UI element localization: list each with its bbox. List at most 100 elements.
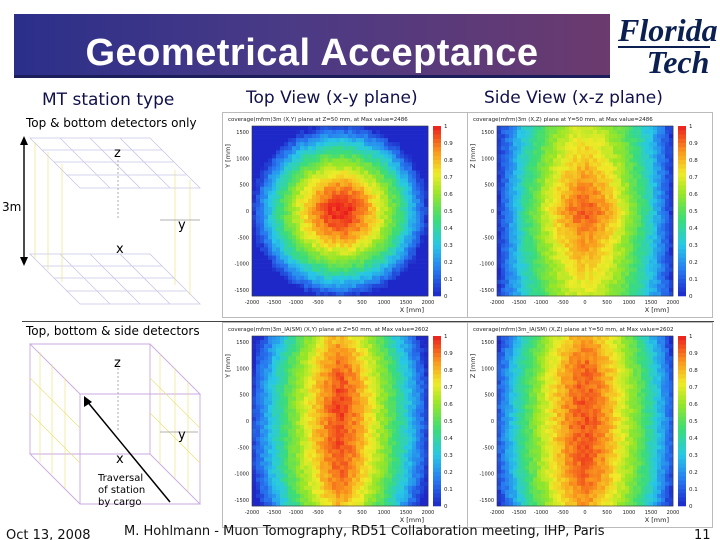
- heatmap-cell: [304, 259, 309, 264]
- heatmap-cell: [272, 186, 277, 192]
- heatmap-cell: [312, 465, 317, 470]
- heatmap-cell: [661, 251, 666, 256]
- heatmap-cell: [400, 227, 405, 232]
- heatmap-cell: [557, 251, 562, 256]
- heatmap-cell: [613, 206, 618, 212]
- heatmap-cell: [300, 134, 305, 139]
- heatmap-cell: [649, 235, 654, 240]
- heatmap-cell: [296, 251, 301, 256]
- heatmap-cell: [424, 142, 429, 147]
- heatmap-cell: [533, 182, 538, 188]
- heatmap-cell: [416, 263, 421, 268]
- heatmap-cell: [260, 190, 265, 196]
- heatmap-cell: [324, 360, 329, 365]
- heatmap-cell: [324, 481, 329, 487]
- heatmap-cell: [276, 194, 281, 200]
- heatmap-cell: [320, 445, 325, 450]
- heatmap-cell: [292, 412, 297, 418]
- heatmap-cell: [380, 138, 385, 143]
- heatmap-cell: [380, 251, 385, 256]
- heatmap-cell: [284, 429, 289, 434]
- heatmap-cell: [509, 291, 514, 297]
- heatmap-cell: [288, 202, 293, 208]
- heatmap-cell: [340, 344, 345, 349]
- heatmap-cell: [549, 291, 554, 297]
- heatmap-cell: [344, 493, 349, 499]
- heatmap-cell: [272, 146, 277, 151]
- heatmap-cell: [348, 194, 353, 200]
- heatmap-cell: [256, 489, 261, 495]
- heatmap-cell: [501, 291, 506, 297]
- traversal-arrow-head: [84, 396, 92, 407]
- heatmap-cell: [416, 275, 421, 281]
- colorbar-segment: [433, 257, 441, 263]
- heatmap-cell: [328, 142, 333, 147]
- heatmap-cell: [340, 239, 345, 244]
- heatmap-cell: [284, 198, 289, 204]
- heatmap-cell: [364, 162, 369, 167]
- heatmap-cell: [312, 170, 317, 175]
- heatmap-cell: [641, 275, 646, 281]
- heatmap-cell: [625, 263, 630, 268]
- heatmap-cell: [521, 170, 526, 175]
- heatmap-cell: [388, 186, 393, 192]
- heatmap-cell: [368, 162, 373, 167]
- heatmap-cell: [344, 194, 349, 200]
- heatmap-cell: [332, 182, 337, 188]
- heatmap-cell: [304, 251, 309, 256]
- heatmap-cell: [577, 126, 582, 131]
- heatmap-cell: [561, 275, 566, 281]
- heatmap-cell: [280, 421, 285, 426]
- heatmap-cell: [585, 178, 590, 183]
- heatmap-cell: [653, 275, 658, 281]
- heatmap-cell: [400, 202, 405, 208]
- heatmap-cell: [593, 255, 598, 260]
- heatmap-cell: [316, 158, 321, 163]
- heatmap-cell: [320, 336, 325, 341]
- heatmap-cell: [505, 178, 510, 183]
- heatmap-cell: [621, 255, 626, 260]
- heatmap-cell: [344, 485, 349, 491]
- heatmap-cell: [388, 174, 393, 179]
- heatmap-cell: [549, 271, 554, 277]
- heatmap-cell: [581, 275, 586, 281]
- heatmap-cell: [272, 489, 277, 495]
- heatmap-cell: [537, 162, 542, 167]
- heatmap-cell: [609, 166, 614, 171]
- bottom-detector-plane: [29, 253, 201, 305]
- heatmap-cell: [344, 360, 349, 365]
- heatmap-cell: [633, 267, 638, 273]
- heatmap-cell: [408, 275, 413, 281]
- heatmap-cell: [340, 493, 345, 499]
- heatmap-cell: [501, 146, 506, 151]
- heatmap-cell: [356, 239, 361, 244]
- heatmap-cell: [613, 170, 618, 175]
- heatmap-cell: [521, 202, 526, 208]
- heatmap-cell: [609, 227, 614, 232]
- heatmap-cell: [276, 473, 281, 478]
- heatmap-cell: [533, 211, 538, 216]
- heatmap-cell: [396, 223, 401, 228]
- heatmap-cell: [388, 243, 393, 248]
- heatmap-cell: [320, 489, 325, 495]
- heatmap-cell: [541, 146, 546, 151]
- heatmap-cell: [340, 408, 345, 414]
- heatmap-cell: [264, 150, 269, 155]
- heatmap-cell: [260, 146, 265, 151]
- heatmap-cell: [332, 360, 337, 365]
- heatmap-cell: [613, 130, 618, 135]
- heatmap-cell: [653, 198, 658, 204]
- heatmap-cell: [521, 190, 526, 196]
- heatmap-cell: [669, 239, 674, 244]
- heatmap-cell: [625, 158, 630, 163]
- heatmap-cell: [300, 348, 305, 353]
- heatmap-cell: [412, 223, 417, 228]
- heatmap-cell: [545, 271, 550, 277]
- heatmap-cell: [637, 186, 642, 192]
- heatmap-cell: [529, 126, 534, 131]
- heatmap-cell: [633, 198, 638, 204]
- heatmap-cell: [565, 227, 570, 232]
- heatmap-cell: [392, 211, 397, 216]
- heatmap-cell: [252, 215, 257, 220]
- colorbar-segment: [678, 245, 686, 250]
